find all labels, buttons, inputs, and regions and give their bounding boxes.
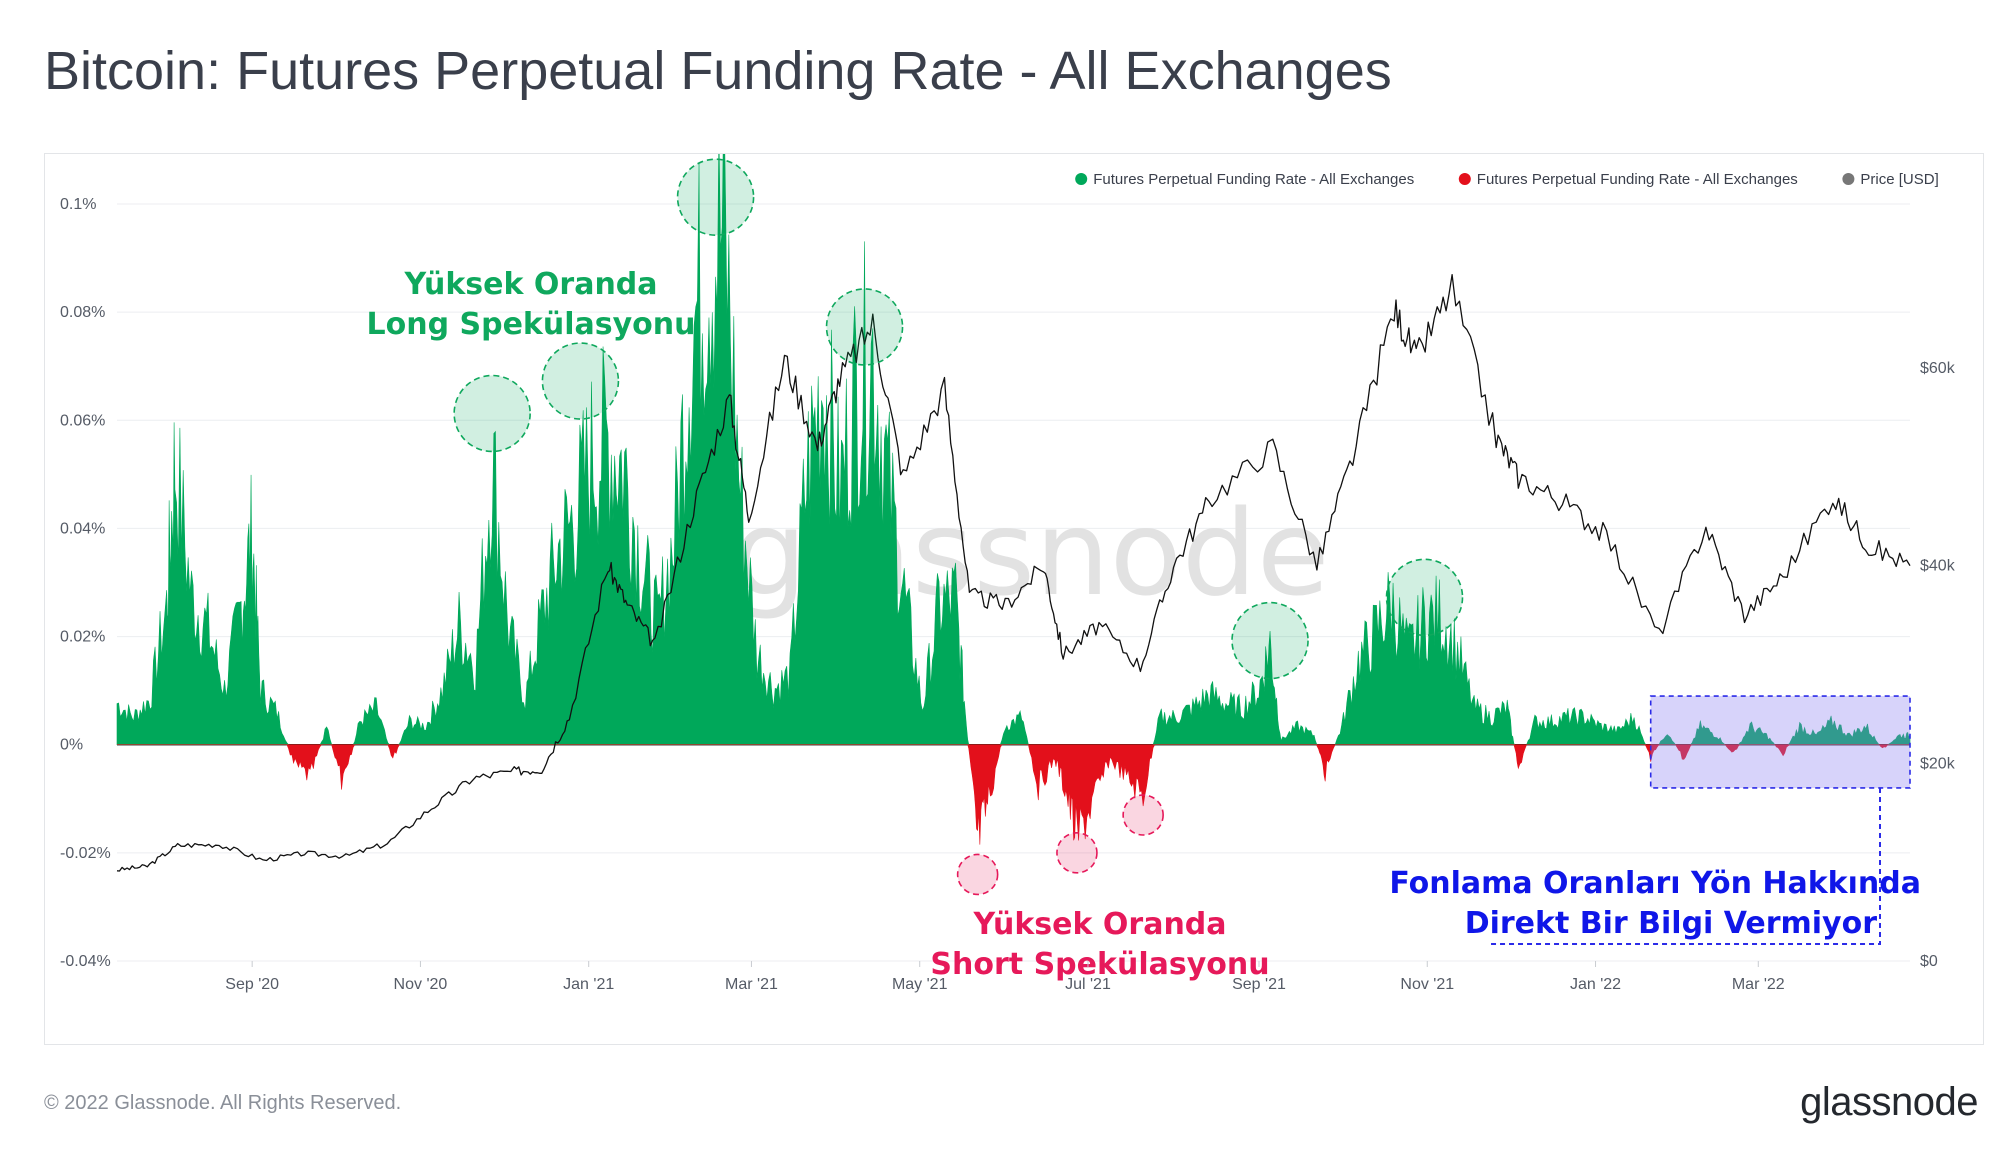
neutral-funding-box bbox=[1649, 695, 1911, 789]
funding-rate-negative-area bbox=[117, 744, 1910, 845]
copyright-text: © 2022 Glassnode. All Rights Reserved. bbox=[44, 1092, 402, 1114]
x-tick-label: Jul '21 bbox=[1065, 976, 1111, 993]
annotation-line: Yüksek Oranda bbox=[972, 907, 1226, 942]
annotation-line: Short Spekülasyonu bbox=[930, 947, 1269, 982]
chart-title: Bitcoin: Futures Perpetual Funding Rate … bbox=[44, 41, 1392, 101]
price-tick-label: $60k bbox=[1920, 360, 1956, 377]
price-tick-label: $0 bbox=[1920, 953, 1938, 970]
long-speculation-marker bbox=[1231, 601, 1309, 680]
y-tick-label: 0.08% bbox=[60, 304, 105, 321]
annotation-line: Fonlama Oranları Yön Hakkında bbox=[1389, 866, 1921, 901]
short-speculation-marker bbox=[956, 853, 999, 896]
short-speculation-marker bbox=[1122, 794, 1164, 836]
annotation-line: Long Spekülasyonu bbox=[366, 307, 695, 342]
price-tick-label: $40k bbox=[1920, 558, 1956, 575]
x-tick-label: Sep '21 bbox=[1232, 976, 1286, 993]
long-speculation-marker bbox=[541, 342, 620, 420]
legend-swatch bbox=[1458, 173, 1471, 185]
annotation-line: Direkt Bir Bilgi Vermiyor bbox=[1465, 906, 1878, 941]
y-tick-label: 0.04% bbox=[60, 520, 105, 537]
x-tick-label: Mar '21 bbox=[725, 976, 778, 993]
series-layer bbox=[116, 154, 1911, 872]
x-tick-label: Nov '21 bbox=[1400, 976, 1454, 993]
long-annotation: Yüksek Oranda Long Spekülasyonu bbox=[366, 267, 695, 342]
x-tick-label: Jan '21 bbox=[563, 976, 614, 993]
y-tick-label: 0.02% bbox=[60, 629, 105, 646]
y-tick-label: -0.04% bbox=[60, 953, 111, 970]
long-speculation-marker bbox=[453, 374, 531, 453]
legend-label: Futures Perpetual Funding Rate - All Exc… bbox=[1093, 171, 1414, 188]
x-tick-label: Nov '20 bbox=[394, 976, 448, 993]
price-line bbox=[116, 274, 1911, 872]
short-speculation-marker bbox=[1056, 832, 1098, 874]
annotation-connector bbox=[1491, 787, 1881, 945]
y-tick-label: 0.06% bbox=[60, 412, 105, 429]
legend-label: Futures Perpetual Funding Rate - All Exc… bbox=[1477, 171, 1798, 188]
x-tick-label: May '21 bbox=[892, 976, 948, 993]
x-tick-label: Jan '22 bbox=[1570, 976, 1621, 993]
y-tick-label: -0.02% bbox=[60, 845, 111, 862]
short-annotation: Yüksek Oranda Short Spekülasyonu bbox=[930, 907, 1269, 982]
y-tick-label: 0.1% bbox=[60, 196, 96, 213]
price-tick-label: $20k bbox=[1920, 755, 1956, 772]
long-speculation-marker bbox=[1385, 558, 1464, 637]
legend: Price [USD] Futures Perpetual Funding Rat… bbox=[1075, 171, 1939, 188]
legend-swatch bbox=[1842, 173, 1855, 185]
x-tick-label: Mar '22 bbox=[1732, 976, 1785, 993]
funding-rate-chart: glassnode Yüksek Oranda Long Spekülasyonu… bbox=[60, 154, 1956, 993]
brand-logo: glassnode bbox=[1800, 1080, 1978, 1124]
chart-panel: glassnode Yüksek Oranda Long Spekülasyonu… bbox=[44, 153, 1984, 1045]
funding-rate-positive-area bbox=[116, 154, 1911, 746]
legend-swatch bbox=[1075, 173, 1088, 185]
annotation-line: Yüksek Oranda bbox=[403, 267, 657, 302]
axis-labels: 0.1% 0.08% 0.06% 0.04% 0.02% 0% -0.02% -0.04% $6… bbox=[60, 196, 1956, 993]
long-speculation-marker bbox=[825, 288, 904, 366]
long-speculation-marker bbox=[676, 158, 755, 236]
info-annotation: Fonlama Oranları Yön Hakkında Direkt Bir … bbox=[1389, 866, 1921, 941]
x-tick-label: Sep '20 bbox=[225, 976, 279, 993]
y-tick-label: 0% bbox=[60, 737, 83, 754]
legend-label: Price [USD] bbox=[1860, 171, 1938, 188]
